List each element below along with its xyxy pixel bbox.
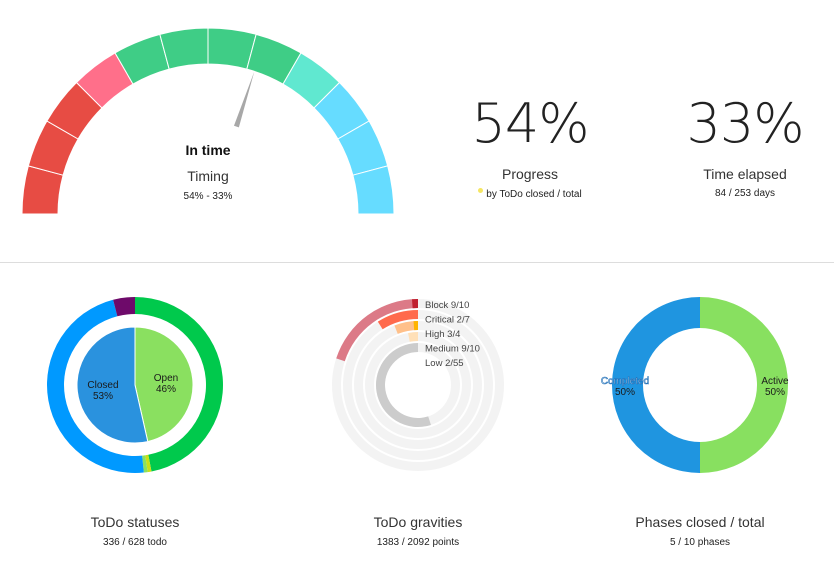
gravity-ring-value <box>376 343 431 427</box>
gauge-label: Timing <box>187 168 229 184</box>
status-pct-closed: 53% <box>93 391 113 402</box>
phase-label-active: Active <box>761 376 789 387</box>
todo-gravities-chart: Block 9/10 Critical 2/7 High 3/4 Medium 9/1… <box>332 299 504 472</box>
time-elapsed-label: Time elapsed <box>703 166 787 182</box>
status-label-open: Open <box>154 373 178 384</box>
gauge-segment <box>352 165 395 215</box>
status-outer-slice <box>135 297 224 472</box>
gravity-ring-value <box>377 310 418 330</box>
phases-title: Phases closed / total <box>635 514 765 530</box>
gauge-segments <box>21 27 395 215</box>
todo-statuses-sub: 336 / 628 todo <box>103 537 167 548</box>
phase-pct-completed: 50% <box>615 387 635 398</box>
status-inner-slice-closed <box>76 326 149 444</box>
time-elapsed-value: 33% <box>686 92 804 155</box>
phase-slice-completed <box>612 297 700 473</box>
todo-gravities-title: ToDo gravities <box>373 514 463 530</box>
todo-gravities-sub: 1383 / 2092 points <box>376 537 460 548</box>
status-label-closed: Closed <box>87 380 118 391</box>
gravity-label: Critical 2/7 <box>425 315 470 326</box>
status-pct-open: 46% <box>156 384 176 395</box>
phase-label-completed: Completed <box>601 376 649 387</box>
gravity-ring-tip <box>413 321 418 331</box>
gravity-label: Low 2/55 <box>425 358 464 369</box>
progress-sub: by ToDo closed / total <box>486 189 582 200</box>
time-elapsed-sub: 84 / 253 days <box>714 188 776 199</box>
gravity-ring-value <box>394 321 418 334</box>
gravity-ring-value <box>336 299 418 362</box>
phase-slice-active <box>700 297 788 473</box>
phases-sub: 5 / 10 phases <box>669 537 731 548</box>
gauge-needle <box>233 71 255 128</box>
progress-value: 54% <box>471 92 589 155</box>
progress-sub-row: by ToDo closed / total <box>440 188 620 200</box>
timing-gauge <box>21 27 395 215</box>
gravity-label: High 3/4 <box>425 329 460 340</box>
status-outer-slice <box>113 297 135 317</box>
gauge-sub: 54% - 33% <box>183 191 233 202</box>
gravity-ring-tip <box>412 299 418 309</box>
status-outer-slice <box>46 299 144 474</box>
gravity-label: Block 9/10 <box>425 300 469 311</box>
status-outer-slice <box>145 454 152 473</box>
gauge-segment <box>159 27 209 70</box>
section-divider <box>0 262 834 263</box>
progress-label: Progress <box>501 166 559 182</box>
gravity-label: Medium 9/10 <box>425 344 480 355</box>
gravity-ring-value <box>408 332 418 342</box>
status-outer-slice <box>142 455 148 473</box>
phase-pct-active: 50% <box>765 387 785 398</box>
gauge-status: In time <box>185 142 231 158</box>
todo-statuses-title: ToDo statuses <box>90 514 180 530</box>
status-inner-slice-open <box>134 326 194 443</box>
progress-marker <box>478 188 484 193</box>
